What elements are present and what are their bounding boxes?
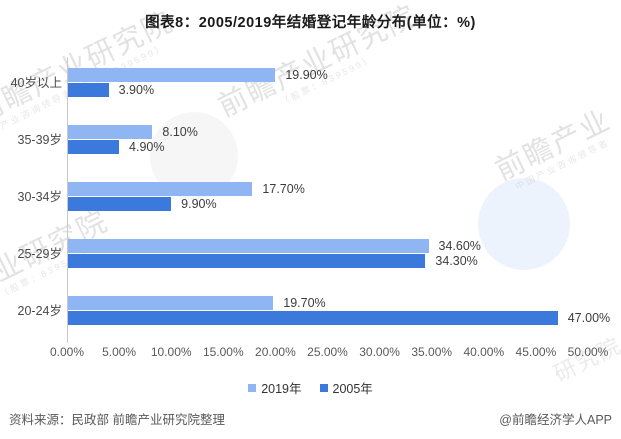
- chart-title: 图表8：2005/2019年结婚登记年龄分布(单位：%): [145, 15, 476, 31]
- value-label-2005-row-0: 3.90%: [118, 83, 155, 97]
- x-tick-4: 20.00%: [255, 345, 296, 359]
- value-label-2019-row-3: 34.60%: [438, 239, 481, 253]
- legend-label: 2005年: [332, 382, 373, 396]
- category-label-4: 20-24岁: [17, 304, 62, 318]
- credit-note: @前瞻经济学人APP: [499, 413, 612, 427]
- bar-2005-row-3: [68, 254, 426, 268]
- legend-swatch-icon: [248, 383, 257, 392]
- value-label-2005-row-2: 9.90%: [181, 197, 217, 211]
- value-label-2019-row-2: 17.70%: [262, 182, 305, 196]
- category-label-2: 30-34岁: [17, 190, 62, 204]
- bar-2019-row-3: [68, 239, 429, 253]
- chart-legend: 2019年 2005年: [0, 378, 621, 397]
- x-tick-5: 25.00%: [307, 345, 348, 359]
- bar-2019-row-2: [68, 182, 253, 196]
- x-tick-2: 10.00%: [150, 345, 192, 359]
- value-label-2019-row-4: 19.70%: [283, 296, 326, 310]
- x-tick-7: 35.00%: [411, 345, 453, 359]
- x-tick-0: 0.00%: [49, 345, 85, 359]
- legend-label: 2019年: [261, 382, 302, 396]
- category-label-0: 40岁以上: [10, 76, 62, 90]
- x-tick-9: 45.00%: [515, 345, 557, 359]
- bar-2019-row-4: [68, 296, 274, 310]
- legend-item-2019: 2019年: [248, 378, 302, 397]
- x-tick-8: 40.00%: [463, 345, 505, 359]
- x-tick-1: 5.00%: [102, 345, 137, 359]
- legend-item-2005: 2005年: [319, 378, 373, 397]
- value-label-2005-row-3: 34.30%: [435, 254, 478, 268]
- value-label-2005-row-1: 4.90%: [129, 140, 165, 154]
- x-tick-6: 30.00%: [359, 345, 400, 359]
- x-tick-3: 15.00%: [202, 345, 244, 359]
- bar-2019-row-0: [68, 68, 276, 82]
- category-label-3: 25-29岁: [17, 247, 62, 261]
- bar-2005-row-0: [68, 83, 109, 97]
- value-label-2005-row-4: 47.00%: [567, 311, 611, 325]
- y-axis-line: [67, 57, 68, 343]
- bar-2005-row-1: [68, 140, 120, 154]
- value-label-2019-row-0: 19.90%: [285, 68, 328, 82]
- bar-2019-row-1: [68, 125, 153, 139]
- category-label-1: 35-39岁: [17, 133, 62, 147]
- bar-2005-row-4: [68, 311, 558, 325]
- legend-swatch-icon: [319, 383, 328, 392]
- footer: 资料来源：民政部 前瞻产业研究院整理 @前瞻经济学人APP: [0, 409, 621, 428]
- bar-2005-row-2: [68, 197, 172, 211]
- x-tick-10: 50.00%: [567, 345, 609, 359]
- value-label-2019-row-1: 8.10%: [162, 125, 198, 139]
- source-note: 资料来源：民政部 前瞻产业研究院整理: [9, 413, 225, 427]
